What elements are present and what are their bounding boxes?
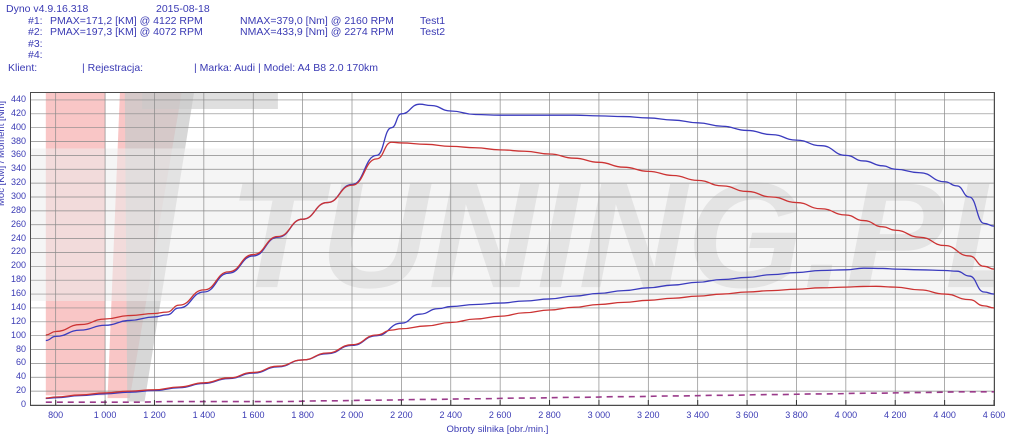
run-name-1: Test1 — [420, 14, 446, 27]
run-nmax-1: NMAX=379,0 [Nm] @ 2160 RPM — [240, 14, 394, 27]
y-tick-label: 200 — [10, 260, 26, 271]
y-tick-label: 100 — [10, 329, 26, 340]
series-line-2 — [45, 267, 994, 400]
x-tick-label: 1 600 — [241, 410, 265, 420]
y-tick-label: 120 — [10, 315, 26, 326]
y-tick-label: 340 — [10, 163, 26, 174]
x-tick-label: 1 400 — [192, 410, 216, 420]
y-tick-label: 360 — [10, 149, 26, 160]
x-tick-label: 2 800 — [538, 410, 561, 420]
x-tick-label: 1 000 — [93, 410, 117, 420]
y-tick-label: 20 — [15, 385, 26, 396]
run-row-4: #4: — [6, 49, 1024, 62]
run-nmax-2: NMAX=433,9 [Nm] @ 2274 RPM — [240, 26, 394, 38]
client-row: Klient: | Rejestracja: | Marka: Audi | M… — [6, 61, 1024, 75]
run-pmax-3 — [50, 39, 240, 51]
x-tick-label: 4 000 — [834, 410, 858, 420]
report-date: 2015-08-18 — [156, 3, 210, 15]
y-tick-label: 380 — [10, 135, 26, 146]
x-tick-label: 1 800 — [291, 410, 314, 420]
run-row-3: #3: — [6, 37, 1024, 51]
series-line-0 — [45, 103, 994, 342]
x-tick-label: 3 400 — [686, 410, 709, 420]
y-tick-label: 320 — [10, 177, 26, 188]
run-label-1: #1: — [28, 14, 43, 27]
x-tick-label: 2 600 — [488, 410, 512, 420]
run-label-4: #4: — [28, 49, 43, 61]
x-tick-label: 3 800 — [785, 410, 808, 420]
series-line-4 — [45, 391, 994, 404]
y-tick-label: 180 — [10, 274, 26, 285]
y-tick-label: 420 — [10, 107, 26, 118]
x-tick-label: 2 200 — [390, 410, 413, 420]
x-tick-label: 2 400 — [439, 410, 463, 420]
run-label-2: #2: — [28, 26, 43, 38]
run-row-1: #1: PMAX=171,2 [KM] @ 4122 RPM NMAX=379,… — [6, 14, 1024, 28]
x-tick-label: 3 600 — [735, 410, 759, 420]
y-tick-label: 220 — [10, 246, 26, 257]
y-tick-label: 80 — [15, 343, 26, 354]
run-pmax-4 — [50, 50, 240, 62]
run-label-3: #3: — [28, 37, 43, 50]
software-version: Dyno v4.9.16.318 — [6, 3, 89, 15]
y-tick-label: 160 — [10, 288, 26, 299]
x-tick-label: 4 200 — [883, 410, 907, 420]
y-tick-label: 240 — [10, 232, 26, 243]
y-tick-label: 300 — [10, 191, 26, 201]
y-tick-label: 60 — [15, 357, 26, 368]
header-version-row: Dyno v4.9.16.318 2015-08-18 — [6, 3, 1024, 16]
run-row-2: #2: PMAX=197,3 [KM] @ 4072 RPM NMAX=433,… — [6, 26, 1024, 39]
y-tick-label: 0 — [20, 399, 26, 409]
y-tick-label: 140 — [10, 301, 26, 312]
y-tick-label: 260 — [10, 218, 26, 229]
run-pmax-1: PMAX=171,2 [KM] @ 4122 RPM — [50, 14, 203, 27]
plot-svg: TUNING.PLADAM MAJCHERCZYK — [31, 93, 994, 405]
dyno-chart: Moc [KM] / Moment [Nm] 02040608010012014… — [0, 86, 1024, 440]
report-header: Dyno v4.9.16.318 2015-08-18 #1: PMAX=171… — [0, 0, 1024, 74]
y-tick-label: 280 — [10, 204, 26, 215]
x-tick-label: 2 000 — [340, 410, 364, 420]
client-label: Klient: — [8, 61, 38, 74]
vehicle-label: | Marka: Audi | Model: A4 B8 2.0 170km — [194, 61, 379, 74]
run-name-2: Test2 — [420, 26, 446, 38]
series-line-1 — [45, 141, 994, 336]
x-tick-label: 800 — [48, 410, 64, 420]
x-tick-label: 4 600 — [982, 410, 1006, 420]
x-tick-label: 3 200 — [637, 410, 660, 420]
y-tick-label: 400 — [10, 121, 26, 132]
run-pmax-2: PMAX=197,3 [KM] @ 4072 RPM — [50, 26, 203, 38]
series-line-3 — [45, 285, 994, 399]
y-tick-label: 440 — [10, 93, 26, 104]
x-tick-label: 4 400 — [933, 410, 956, 420]
x-tick-label: 1 200 — [143, 410, 166, 420]
plot-area: TUNING.PLADAM MAJCHERCZYK — [30, 92, 995, 406]
x-axis-label: Obroty silnika [obr./min.] — [446, 424, 549, 435]
registration-label: | Rejestracja: — [82, 61, 144, 74]
y-tick-label: 40 — [15, 371, 26, 382]
x-tick-label: 3 000 — [587, 410, 611, 420]
